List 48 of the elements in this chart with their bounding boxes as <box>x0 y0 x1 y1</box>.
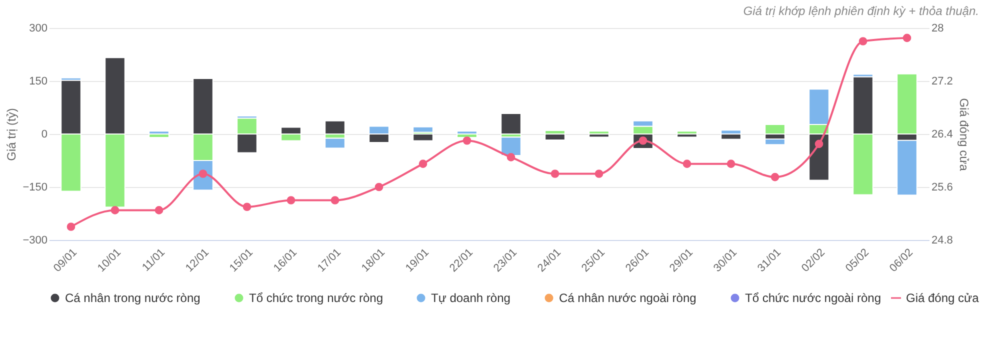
y2-tick-label: 28 <box>932 22 944 34</box>
legend-label: Giá đóng cửa <box>906 291 980 305</box>
point <box>550 170 560 178</box>
point <box>682 160 692 168</box>
point <box>286 196 296 204</box>
point <box>726 160 736 168</box>
bar <box>148 130 170 134</box>
legend-label: Tự doanh ròng <box>431 291 510 305</box>
point <box>506 153 516 162</box>
legend-label: Tổ chức trong nước ròng <box>249 291 383 305</box>
legend-label: Tổ chức nước ngoài ròng <box>745 291 882 305</box>
y-tick-label: −150 <box>22 182 48 194</box>
point <box>814 140 824 148</box>
bar <box>500 113 522 134</box>
legend-label: Cá nhân trong nước ròng <box>65 291 200 305</box>
y2-tick-label: 25.6 <box>932 182 953 194</box>
bar <box>764 138 786 146</box>
y2-tick-label: 27.2 <box>932 76 953 88</box>
point <box>374 182 384 192</box>
point <box>418 160 428 168</box>
y-tick-label: 0 <box>41 128 48 140</box>
y-tick-label: −300 <box>22 234 48 246</box>
bar <box>764 124 786 134</box>
point <box>858 37 868 46</box>
point <box>462 136 472 145</box>
point <box>242 202 252 212</box>
point <box>902 34 912 42</box>
bar <box>500 136 522 156</box>
text: Giá trị khớp lệnh phiên định kỳ + thỏa thuận. <box>743 4 979 18</box>
bar <box>324 138 346 149</box>
y2-tick-label: 24.8 <box>932 234 953 246</box>
bar <box>412 126 434 133</box>
y2-axis-title: Giá đóng cửa <box>956 98 971 172</box>
point <box>154 206 164 214</box>
point <box>330 196 340 204</box>
y-axis-title: Giá trị (tỷ) <box>4 108 19 161</box>
point <box>66 222 76 231</box>
point <box>110 206 120 214</box>
point <box>594 170 604 178</box>
point <box>770 172 780 182</box>
legend-label: Cá nhân nước ngoài ròng <box>559 291 696 305</box>
bar <box>676 130 698 134</box>
y2-tick-label: 26.4 <box>932 128 953 140</box>
bar <box>588 130 610 134</box>
bar <box>456 130 478 134</box>
y-tick-label: 300 <box>29 22 48 34</box>
y-tick-label: 150 <box>29 76 48 88</box>
bar <box>324 120 346 134</box>
